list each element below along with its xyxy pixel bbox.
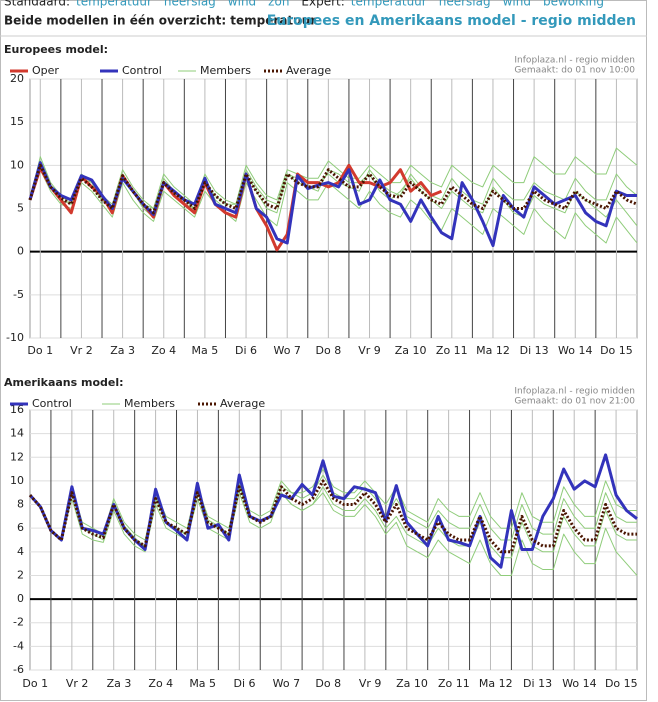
member-line (29, 482, 637, 559)
x-tick-label: Za 10 (396, 677, 428, 690)
nav-link[interactable]: temperatuur (76, 0, 152, 9)
x-tick-label: Za 3 (110, 344, 135, 357)
y-tick-label: -4 (13, 639, 24, 652)
member-line (29, 468, 637, 541)
x-tick-label: Vr 2 (66, 677, 89, 690)
x-tick-label: Vr 2 (70, 344, 93, 357)
y-tick-label: 6 (17, 521, 24, 534)
x-tick-label: Do 1 (22, 677, 48, 690)
x-tick-label: Zo 4 (151, 344, 176, 357)
average-line (28, 479, 637, 554)
y-tick-label: 0 (17, 592, 24, 605)
y-tick-label: 8 (17, 498, 24, 511)
y-tick-label: -6 (13, 663, 24, 676)
legend-label: Average (220, 397, 265, 410)
x-tick-label: Za 10 (395, 344, 427, 357)
nav-link[interactable]: temperatuur (351, 0, 427, 9)
made: Gemaakt: do 01 nov 21:00 (514, 397, 635, 407)
y-tick-label: 12 (10, 450, 24, 463)
x-tick-label: Do 8 (315, 677, 341, 690)
plot-area (29, 409, 638, 671)
heading: Beide modellen in één overzicht: tempera… (4, 14, 316, 28)
nav-label: Expert: (301, 0, 344, 9)
y-tick-label: 15 (10, 115, 24, 128)
x-tick-label: Za 3 (107, 677, 132, 690)
legend-label: Oper (32, 64, 59, 77)
y-tick-label: 10 (10, 158, 24, 171)
nav-link[interactable]: zon (268, 0, 289, 9)
legend-label: Average (286, 64, 331, 77)
x-tick-label: Ma 5 (192, 344, 219, 357)
x-tick-label: Di 6 (234, 677, 256, 690)
nav-label: Standaard: (4, 0, 70, 9)
heading-right: Europees en Amerikaans model - regio mid… (267, 13, 636, 29)
source: Infoplaza.nl - regio midden (514, 56, 635, 66)
y-tick-label: 10 (10, 474, 24, 487)
x-tick-label: Vr 9 (359, 677, 382, 690)
nav-link[interactable]: bewolking (543, 0, 604, 9)
y-tick-label: 14 (10, 427, 24, 440)
source: Infoplaza.nl - regio midden (514, 387, 635, 397)
legend-label: Control (122, 64, 162, 77)
x-tick-label: Ma 5 (189, 677, 216, 690)
x-tick-label: Di 13 (520, 344, 549, 357)
chart-title: Amerikaans model: (4, 376, 124, 389)
y-tick-label: 0 (17, 245, 24, 258)
y-tick-label: 5 (17, 202, 24, 215)
x-tick-label: Ma 12 (476, 344, 510, 357)
x-tick-label: Wo 7 (273, 344, 300, 357)
nav-link[interactable]: neerslag (164, 0, 216, 9)
member-line (29, 169, 638, 244)
nav-link[interactable]: wind (228, 0, 256, 9)
nav-link[interactable]: neerslag (439, 0, 491, 9)
series-line (28, 453, 638, 569)
x-tick-label: Wo 14 (562, 677, 596, 690)
x-tick-label: Di 13 (523, 677, 552, 690)
average-line (28, 163, 638, 215)
x-tick-label: Di 6 (235, 344, 257, 357)
x-tick-label: Wo 14 (558, 344, 592, 357)
legend-label: Members (124, 397, 175, 410)
y-tick-label: 4 (17, 545, 24, 558)
x-tick-label: Wo 7 (273, 677, 300, 690)
nav-link[interactable]: wind (503, 0, 531, 9)
x-tick-label: Do 8 (316, 344, 342, 357)
chart-title: Europees model: (4, 43, 108, 56)
legend-label: Control (32, 397, 72, 410)
y-tick-label: 16 (10, 403, 24, 416)
x-tick-label: Zo 4 (148, 677, 173, 690)
x-tick-label: Zo 11 (438, 677, 470, 690)
y-tick-label: -2 (13, 616, 24, 629)
member-line (29, 492, 638, 576)
x-tick-label: Do 15 (600, 344, 633, 357)
y-tick-label: -10 (6, 331, 24, 344)
y-tick-label: -5 (13, 288, 24, 301)
x-tick-label: Do 1 (27, 344, 53, 357)
x-tick-label: Do 15 (605, 677, 638, 690)
member-line (29, 147, 638, 209)
legend-label: Members (200, 64, 251, 77)
y-tick-label: 20 (10, 72, 24, 85)
x-tick-label: Ma 12 (479, 677, 513, 690)
y-tick-label: 2 (17, 568, 24, 581)
x-tick-label: Vr 9 (358, 344, 381, 357)
made: Gemaakt: do 01 nov 10:00 (514, 66, 635, 76)
x-tick-label: Zo 11 (436, 344, 468, 357)
